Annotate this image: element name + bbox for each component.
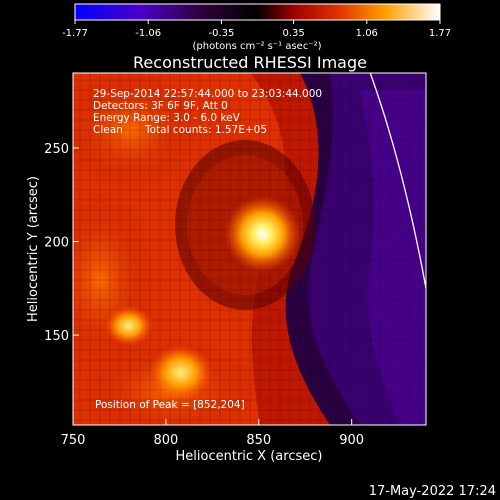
colorbar [74,3,441,21]
x-tick-label: 750 [61,433,86,448]
annotation-energy: Energy Range: 3.0 - 6.0 keV [93,112,241,124]
colorbar-tick-label: -0.35 [208,28,234,39]
y-axis-label: Heliocentric Y (arcsec) [26,176,41,322]
x-axis-ticks: 750 800 850 900 [61,419,364,448]
chart-title: Reconstructed RHESSI Image [133,53,367,72]
secondary-source [148,344,213,401]
y-axis-ticks: 150 200 250 [44,142,79,344]
y-tick-label: 150 [44,329,69,344]
secondary-source [104,305,153,346]
image-area [73,73,426,425]
y-tick-label: 250 [44,142,69,157]
annotation-detectors: Detectors: 3F 6F 9F, Att 0 [93,100,228,112]
colorbar-ticks: -1.77 -1.06 -0.35 0.35 1.06 1.77 [62,20,451,39]
annotation-method: Clean [93,124,123,136]
y-tick-label: 200 [44,236,69,251]
solar-limb [369,73,426,289]
plot-frame [72,72,427,426]
annotation-counts: Total counts: 1.57E+05 [144,124,267,136]
colorbar-tick-label: 0.35 [282,28,304,39]
x-axis-label: Heliocentric X (arcsec) [176,449,323,464]
x-tick-label: 850 [246,433,271,448]
annotation-time: 29-Sep-2014 22:57:44.000 to 23:03:44.000 [93,88,322,100]
colorbar-tick-label: -1.06 [135,28,161,39]
colorbar-tick-label: -1.77 [62,28,88,39]
timestamp: 17-May-2022 17:24 [369,484,496,499]
colorbar-tick-label: 1.06 [356,28,378,39]
annotation-peak: Position of Peak = [852,204] [95,399,245,411]
colorbar-tick-label: 1.77 [429,28,451,39]
x-tick-label: 900 [339,433,364,448]
secondary-sources [104,305,213,401]
x-tick-label: 800 [153,433,178,448]
peak-source [224,196,301,273]
colorbar-unit: (photons cm⁻² s⁻¹ asec⁻²) [192,41,321,52]
